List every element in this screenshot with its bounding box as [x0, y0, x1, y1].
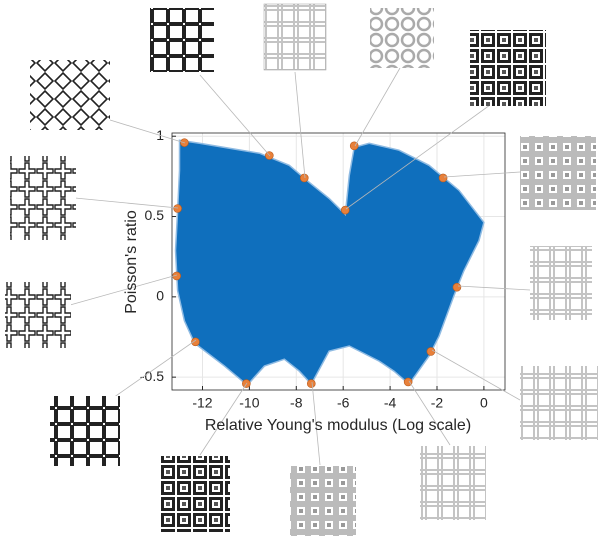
leader-line — [294, 71, 306, 179]
y-tick-label: 1 — [156, 127, 164, 143]
leader-line — [199, 74, 271, 157]
microstructure-thumbnail — [30, 60, 110, 130]
microstructure-thumbnail — [160, 456, 230, 532]
scatter-point — [299, 173, 309, 183]
y-axis-label: Poisson's ratio — [123, 210, 140, 314]
x-tick-label: -8 — [290, 395, 303, 411]
microstructure-thumbnail — [470, 30, 546, 106]
x-tick-label: -10 — [239, 395, 259, 411]
leader-line — [431, 349, 521, 401]
leader-line — [311, 381, 321, 466]
leader-line — [408, 380, 451, 446]
scatter-point — [426, 347, 436, 356]
scatter-point — [452, 282, 462, 292]
microstructure-thumbnail — [290, 466, 356, 536]
leader-line — [69, 274, 178, 306]
leader-line — [457, 285, 531, 291]
microstructure-thumbnail — [370, 8, 434, 68]
leaders — [69, 67, 531, 466]
y-tick-label: 0 — [156, 288, 164, 304]
microstructure-thumbnail — [530, 246, 592, 320]
leader-line — [345, 104, 491, 210]
y-tick-label: 0.5 — [145, 207, 165, 223]
scatter-point — [403, 377, 413, 387]
x-tick-label: -2 — [431, 395, 444, 411]
thumbnails — [5, 3, 598, 536]
x-tick-label: -6 — [337, 395, 350, 411]
x-tick-label: -4 — [384, 395, 397, 411]
x-axis-label: Relative Young's modulus (Log scale) — [205, 417, 471, 434]
microstructure-thumbnail — [10, 156, 76, 240]
microstructure-thumbnail — [520, 136, 596, 210]
scatter-point — [438, 173, 448, 183]
microstructure-thumbnail — [520, 366, 598, 440]
leader-line — [443, 171, 521, 178]
leader-line — [109, 119, 186, 144]
microstructure-thumbnail — [263, 3, 327, 71]
y-tick-label: -0.5 — [140, 368, 164, 384]
leader-line — [354, 67, 401, 147]
x-tick-label: -12 — [192, 395, 212, 411]
microstructure-thumbnail — [420, 446, 486, 520]
data-region — [174, 139, 485, 387]
microstructure-thumbnail — [150, 8, 214, 72]
scatter-point — [173, 204, 182, 213]
microstructure-thumbnail — [5, 282, 71, 348]
x-tick-label: 0 — [480, 395, 488, 411]
plot-frame — [171, 132, 506, 391]
microstructure-thumbnail — [50, 396, 120, 466]
scatter-point — [191, 337, 200, 347]
scatter-point — [306, 379, 316, 388]
leader-line — [109, 339, 197, 401]
leader-line — [74, 197, 179, 209]
leader-line — [199, 382, 248, 456]
